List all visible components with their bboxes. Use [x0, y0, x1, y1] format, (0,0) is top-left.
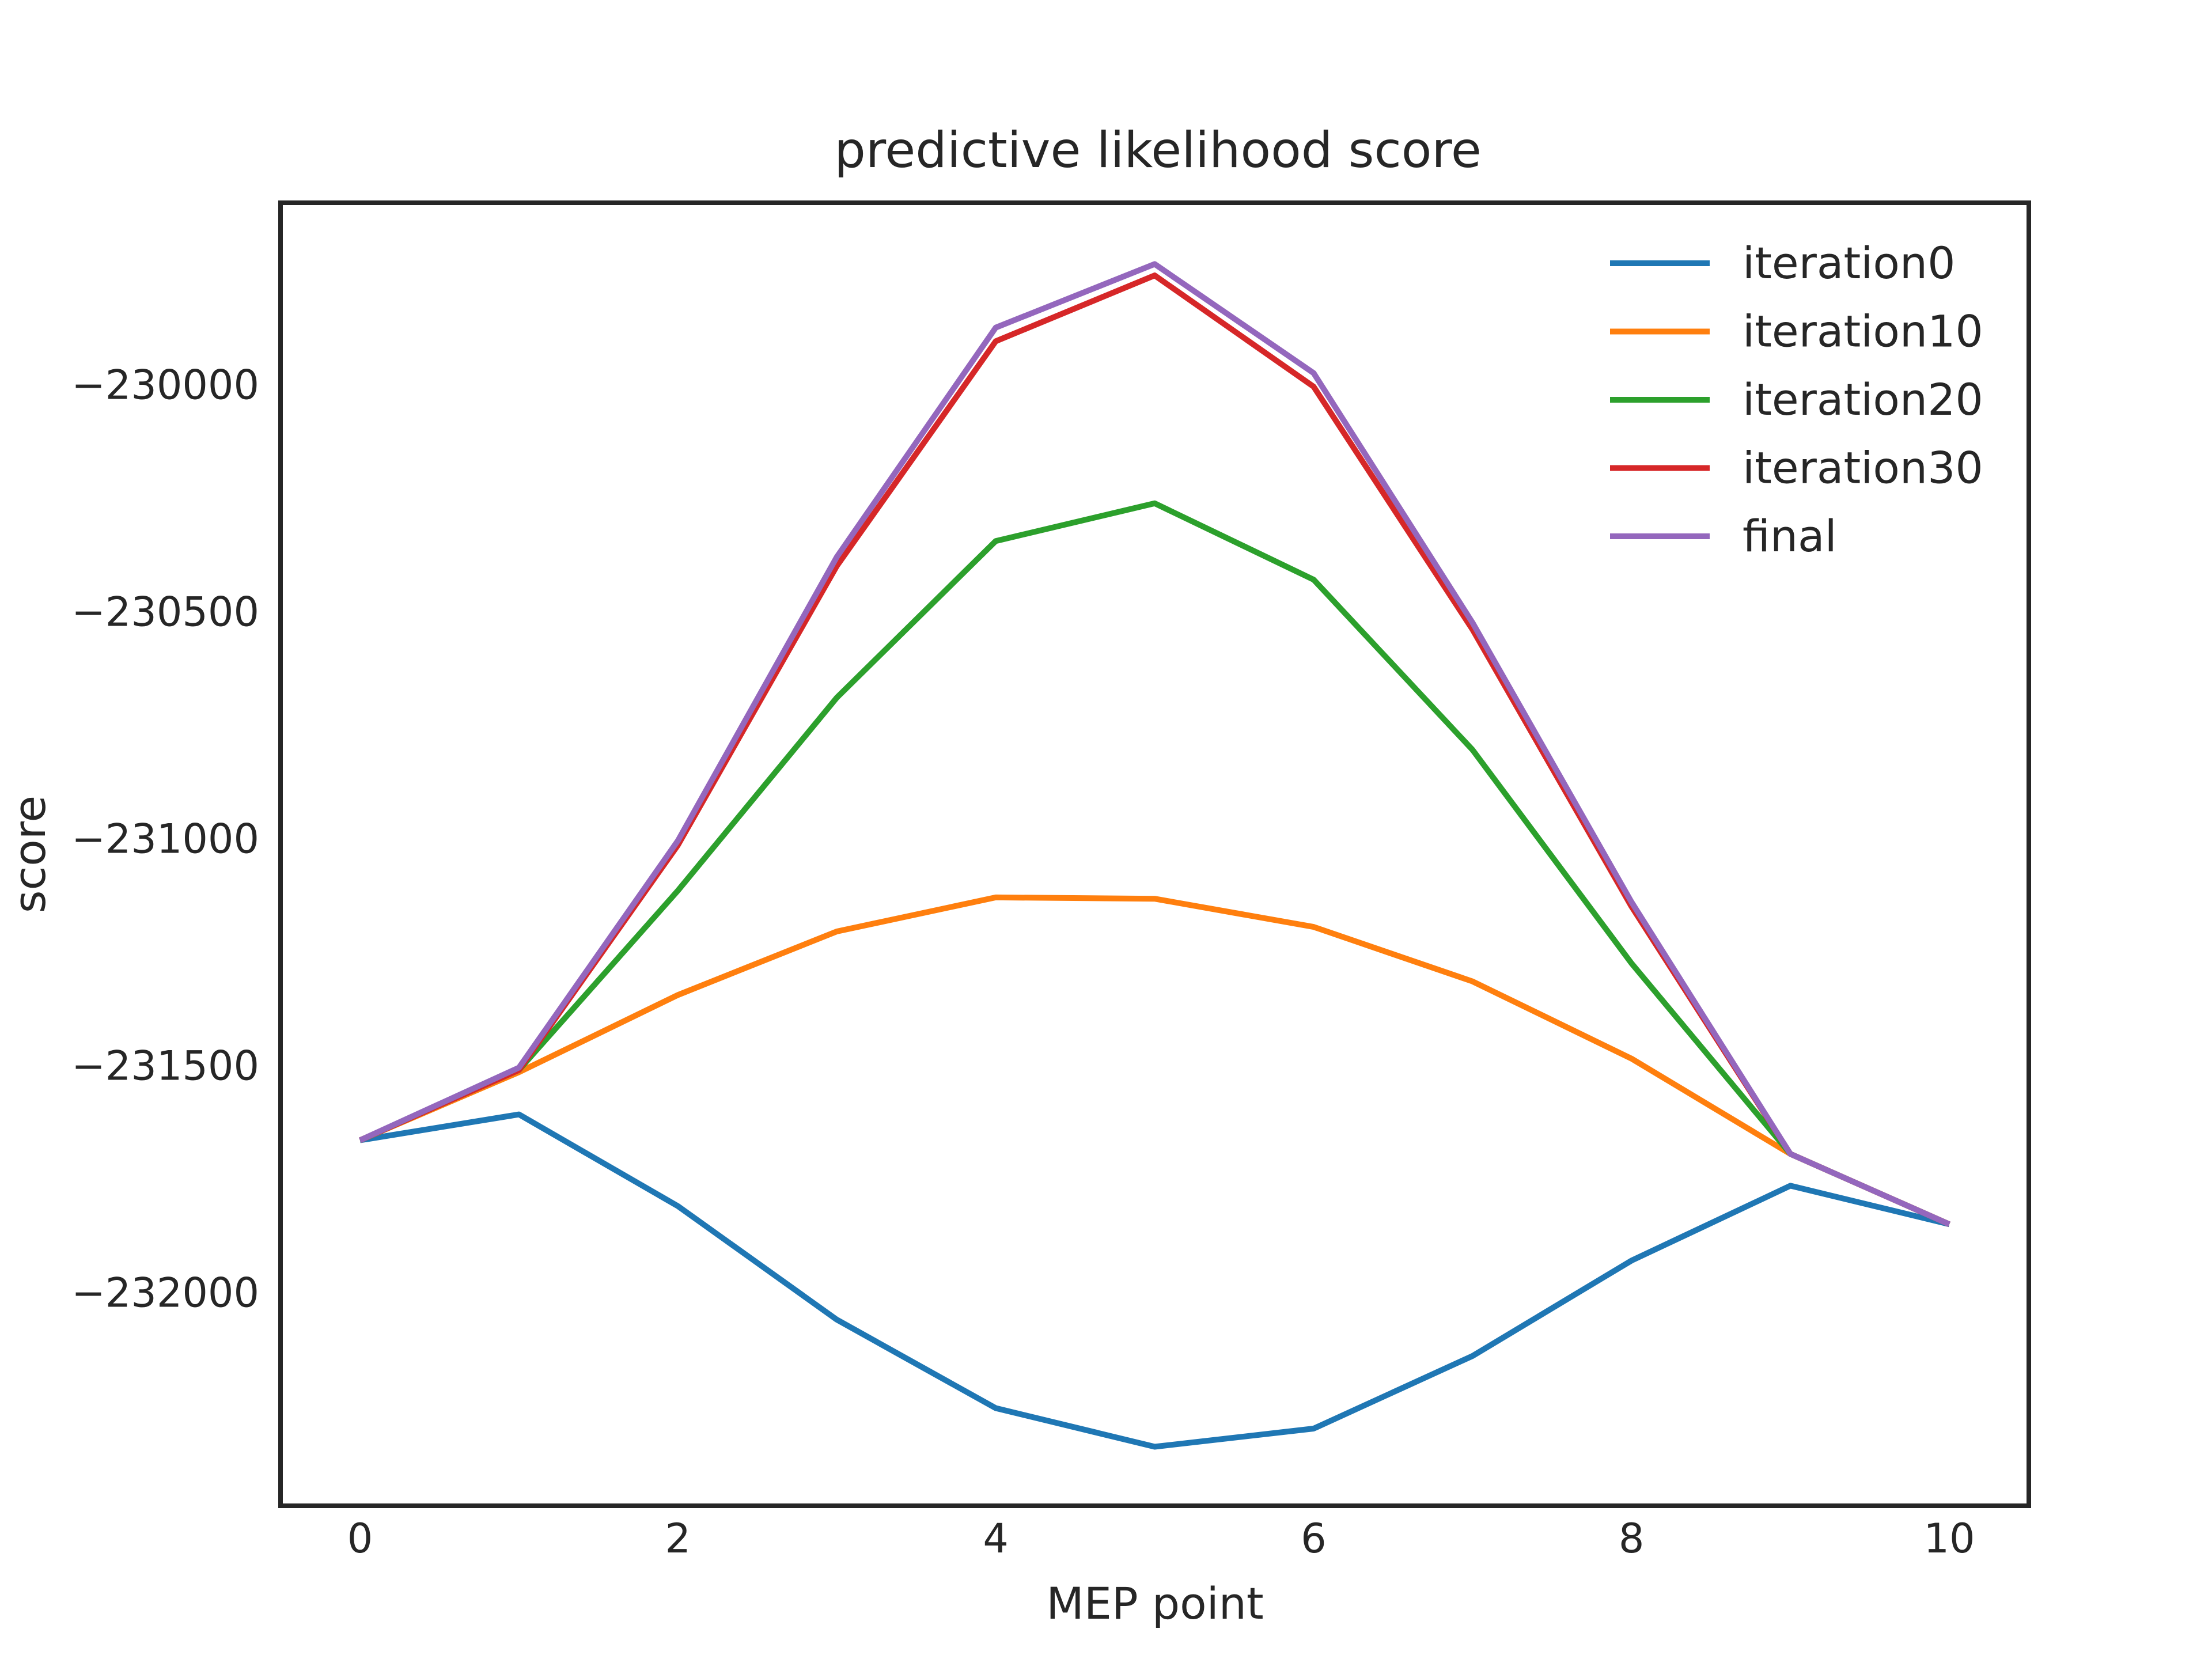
- y-axis-label: score: [4, 796, 55, 913]
- chart-title: predictive likelihood score: [834, 122, 1481, 179]
- y-tick-label: −231500: [71, 1043, 259, 1090]
- legend-label: iteration20: [1743, 374, 1983, 425]
- y-tick-label: −232000: [71, 1270, 259, 1317]
- x-tick-label: 8: [1619, 1515, 1645, 1562]
- legend-item-iteration20: iteration20: [1610, 374, 1983, 425]
- y-tick-label: −230000: [71, 361, 259, 408]
- x-axis-ticks: 0 2 4 6 8 10: [347, 1515, 1975, 1562]
- legend-item-iteration30: iteration30: [1610, 442, 1983, 494]
- legend-item-final: final: [1610, 510, 1837, 562]
- legend-label: iteration10: [1743, 306, 1983, 357]
- x-tick-label: 4: [983, 1515, 1009, 1562]
- series-line-iteration10: [359, 894, 1951, 1227]
- plot-frame: [278, 200, 2031, 1508]
- series-lines: [358, 261, 1951, 1450]
- legend-label: iteration30: [1743, 442, 1983, 494]
- legend-label: iteration0: [1743, 237, 1955, 289]
- x-axis-label: MEP point: [1046, 1578, 1263, 1629]
- y-tick-label: −230500: [71, 588, 259, 635]
- y-tick-label: −231000: [71, 815, 259, 862]
- x-tick-label: 10: [1923, 1515, 1975, 1562]
- legend-label: final: [1743, 510, 1837, 562]
- series-line-final: [358, 261, 1951, 1227]
- series-line-iteration20: [358, 500, 1951, 1227]
- legend-item-iteration0: iteration0: [1610, 237, 1955, 289]
- series-line-iteration0: [359, 1111, 1950, 1450]
- x-tick-label: 6: [1301, 1515, 1327, 1562]
- x-tick-label: 2: [665, 1515, 691, 1562]
- x-tick-label: 0: [347, 1515, 373, 1562]
- legend: iteration0 iteration10 iteration20 iteratio…: [1610, 237, 1983, 562]
- y-axis-ticks: −230000 −230500 −231000 −231500 −232000: [71, 361, 259, 1316]
- legend-item-iteration10: iteration10: [1610, 306, 1983, 357]
